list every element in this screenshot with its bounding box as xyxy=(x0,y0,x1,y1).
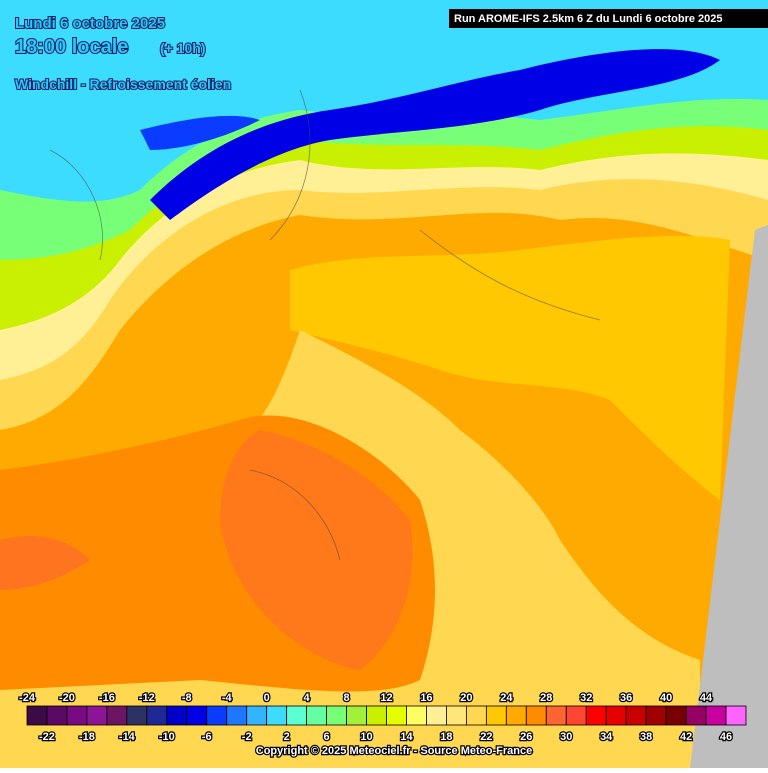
forecast-offset: (+ 10h) xyxy=(160,40,206,56)
legend-label: 34 xyxy=(600,731,613,743)
legend-label: 18 xyxy=(440,731,452,743)
legend-swatch xyxy=(725,705,747,726)
time: 18:00 locale xyxy=(15,36,128,58)
legend-swatch xyxy=(286,705,308,726)
legend-swatch xyxy=(46,705,68,726)
legend-swatch xyxy=(266,705,288,726)
legend-swatch xyxy=(485,705,507,726)
legend-swatch xyxy=(226,705,248,726)
legend-label: 38 xyxy=(640,731,652,743)
legend-label: 40 xyxy=(660,692,672,704)
legend-label: 30 xyxy=(560,731,572,743)
legend-label: 28 xyxy=(540,692,552,704)
legend-label: 12 xyxy=(380,692,392,704)
legend-swatch xyxy=(426,705,447,726)
legend-swatch xyxy=(565,705,587,726)
legend-swatch xyxy=(66,705,88,726)
legend-swatch xyxy=(645,705,667,726)
legend-swatch xyxy=(246,705,268,726)
legend-label: 36 xyxy=(620,692,632,704)
legend-swatch xyxy=(306,705,327,726)
copyright: Copyright © 2025 Meteociel.fr - Source M… xyxy=(256,745,532,757)
legend-swatch xyxy=(406,705,427,726)
legend-swatch xyxy=(625,705,647,726)
legend-swatch xyxy=(106,705,128,726)
legend-label: 44 xyxy=(700,692,713,704)
legend-label: 4 xyxy=(304,692,311,704)
legend-swatch xyxy=(146,705,168,726)
legend-label: -16 xyxy=(99,692,115,704)
legend-swatch xyxy=(665,705,687,726)
legend-swatch xyxy=(26,705,48,726)
legend-swatch xyxy=(186,705,208,726)
legend-swatch xyxy=(346,705,367,726)
run-info: Run AROME-IFS 2.5km 6 Z du Lundi 6 octob… xyxy=(454,13,723,25)
legend-swatch xyxy=(446,705,467,726)
legend-label: 24 xyxy=(500,692,513,704)
legend-label: -22 xyxy=(39,731,55,743)
run-banner xyxy=(449,9,768,28)
legend-swatch xyxy=(585,705,607,726)
legend-label: 32 xyxy=(580,692,592,704)
legend-label: 10 xyxy=(360,731,372,743)
legend-swatch xyxy=(605,705,627,726)
legend-label: -8 xyxy=(182,692,192,704)
legend-swatch xyxy=(86,705,108,726)
legend-swatch xyxy=(326,705,347,726)
legend-swatch xyxy=(126,705,148,726)
legend-swatch xyxy=(705,705,727,726)
legend-label: -18 xyxy=(79,731,95,743)
legend-swatch xyxy=(505,705,527,726)
legend-label: -24 xyxy=(19,692,36,704)
legend-label: 6 xyxy=(324,731,330,743)
legend-swatch xyxy=(386,705,407,726)
legend-label: 8 xyxy=(343,692,349,704)
legend-label: -2 xyxy=(242,731,252,743)
legend-label: -4 xyxy=(222,692,233,704)
legend-label: 14 xyxy=(400,731,413,743)
legend-label: -12 xyxy=(139,692,155,704)
legend-label: 42 xyxy=(680,731,692,743)
legend-swatch xyxy=(366,705,387,726)
legend-swatch xyxy=(545,705,567,726)
color-legend: -24-22-20-18-16-14-12-10-8-6-4-202468101… xyxy=(18,691,747,744)
legend-swatch xyxy=(465,705,487,726)
legend-swatch xyxy=(206,705,228,726)
legend-label: 20 xyxy=(460,692,472,704)
legend-label: -10 xyxy=(159,731,175,743)
legend-label: -6 xyxy=(202,731,212,743)
parameter: Windchill - Refroissement éolien xyxy=(15,76,231,92)
legend-label: 2 xyxy=(284,731,290,743)
legend-swatch xyxy=(525,705,547,726)
legend-label: -20 xyxy=(59,692,75,704)
legend-label: 0 xyxy=(264,692,270,704)
legend-label: 16 xyxy=(420,692,432,704)
legend-label: 46 xyxy=(720,731,732,743)
legend-swatch xyxy=(166,705,188,726)
date: Lundi 6 octobre 2025 xyxy=(15,15,165,32)
legend-label: 26 xyxy=(520,731,532,743)
legend-label: -14 xyxy=(119,731,136,743)
legend-label: 22 xyxy=(480,731,492,743)
legend-swatch xyxy=(685,705,707,726)
